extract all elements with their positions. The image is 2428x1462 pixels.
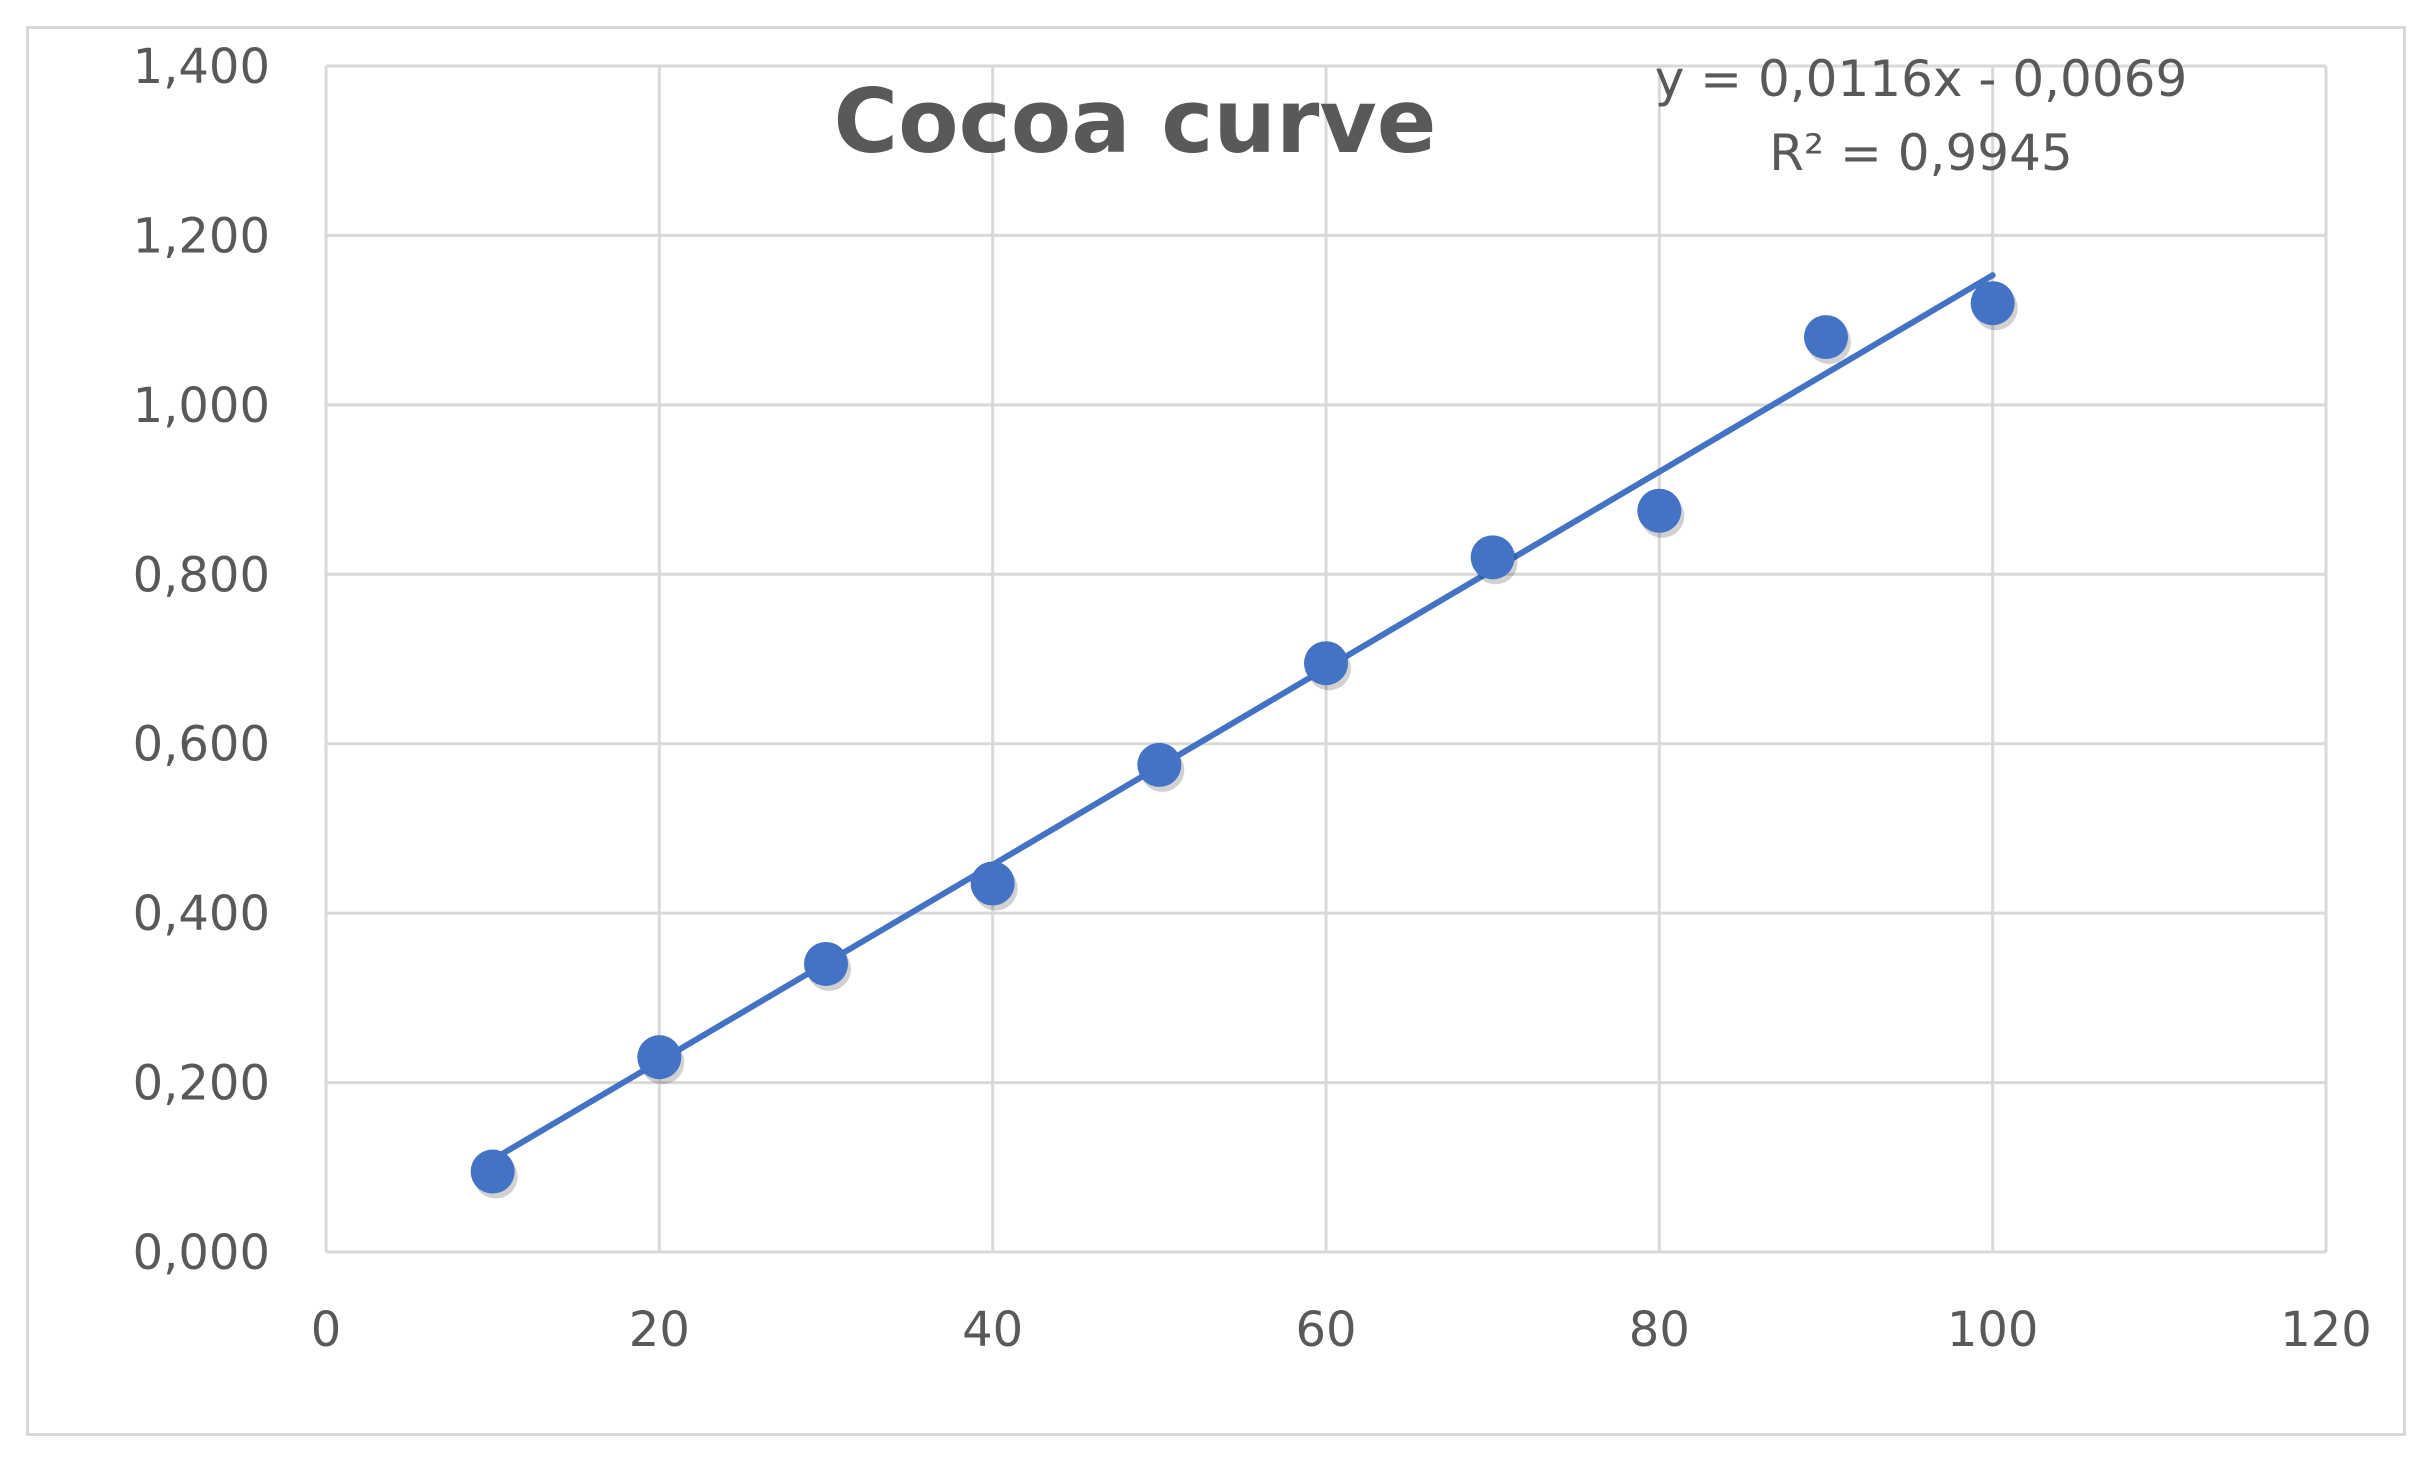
trendline-r-squared: R² = 0,9945 <box>1769 124 2072 182</box>
data-point <box>637 1035 682 1080</box>
y-tick-label: 0,200 <box>133 1056 270 1112</box>
y-tick-label: 1,200 <box>133 208 270 264</box>
y-axis-ticks: 0,000 0,200 0,400 0,600 0,800 1,000 1,200 1,400 <box>133 39 270 1281</box>
chart-title: Cocoa curve <box>834 70 1437 173</box>
x-tick-label: 100 <box>1947 1302 2039 1358</box>
data-points <box>470 281 2018 1199</box>
x-tick-label: 0 <box>311 1302 342 1358</box>
x-tick-label: 80 <box>1629 1302 1690 1358</box>
x-axis-ticks: 0 20 40 60 80 100 120 <box>311 1302 2372 1358</box>
x-tick-label: 40 <box>962 1302 1023 1358</box>
data-point <box>804 941 848 986</box>
x-tick-label: 20 <box>629 1302 690 1358</box>
data-point <box>1637 488 1682 533</box>
trendline-equation: y = 0,0116x - 0,0069 <box>1655 50 2188 108</box>
x-tick-label: 120 <box>2280 1302 2372 1358</box>
trendline <box>489 272 1996 1163</box>
y-tick-label: 1,400 <box>133 39 270 95</box>
data-point <box>970 861 1015 906</box>
data-point <box>1804 315 1848 360</box>
y-tick-label: 0,600 <box>133 717 270 773</box>
data-point <box>1970 281 2015 326</box>
data-point <box>1137 742 1182 787</box>
y-tick-label: 0,400 <box>133 886 270 942</box>
y-tick-label: 0,800 <box>133 547 270 603</box>
data-point <box>470 1149 515 1194</box>
y-tick-label: 1,000 <box>133 378 270 434</box>
data-point <box>1304 641 1348 686</box>
x-tick-label: 60 <box>1295 1302 1356 1358</box>
data-point <box>1470 535 1515 580</box>
y-tick-label: 0,000 <box>133 1225 270 1281</box>
grid-layer <box>324 64 2328 1254</box>
